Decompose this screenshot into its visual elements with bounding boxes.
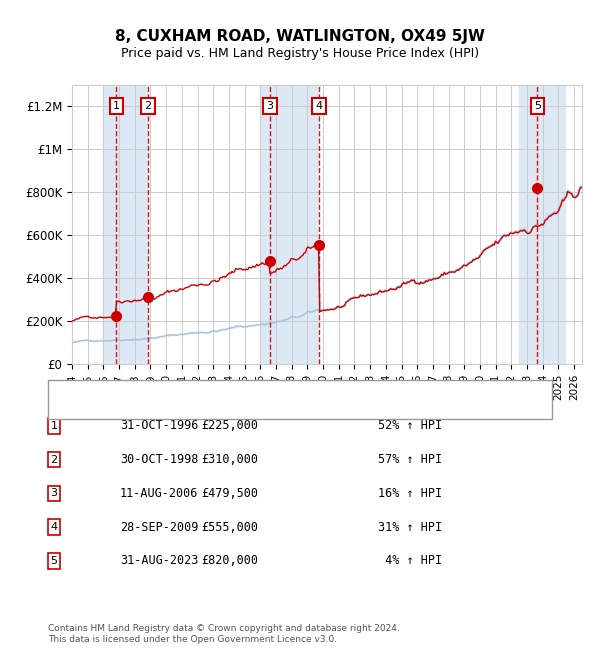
Text: 3: 3: [266, 101, 274, 111]
Text: 4: 4: [50, 522, 58, 532]
Text: 5: 5: [50, 556, 58, 566]
Text: HPI: Average price, detached house, South Oxfordshire: HPI: Average price, detached house, Sout…: [102, 404, 389, 413]
Text: 31-AUG-2023: 31-AUG-2023: [120, 554, 199, 567]
Text: £225,000: £225,000: [201, 419, 258, 432]
Text: £555,000: £555,000: [201, 521, 258, 534]
Bar: [260, 84, 319, 364]
Text: 52% ↑ HPI: 52% ↑ HPI: [378, 419, 442, 432]
Text: 2: 2: [50, 454, 58, 465]
Text: 4: 4: [316, 101, 323, 111]
Text: 4% ↑ HPI: 4% ↑ HPI: [378, 554, 442, 567]
Text: £820,000: £820,000: [201, 554, 258, 567]
Text: 57% ↑ HPI: 57% ↑ HPI: [378, 453, 442, 466]
Bar: [519, 84, 566, 364]
Text: 5: 5: [534, 101, 541, 111]
Text: £479,500: £479,500: [201, 487, 258, 500]
Text: 31% ↑ HPI: 31% ↑ HPI: [378, 521, 442, 534]
Bar: [103, 84, 148, 364]
Text: £310,000: £310,000: [201, 453, 258, 466]
Text: 16% ↑ HPI: 16% ↑ HPI: [378, 487, 442, 500]
Text: 30-OCT-1998: 30-OCT-1998: [120, 453, 199, 466]
Text: 1: 1: [113, 101, 120, 111]
Text: Contains HM Land Registry data © Crown copyright and database right 2024.
This d: Contains HM Land Registry data © Crown c…: [48, 624, 400, 644]
Text: 2: 2: [144, 101, 151, 111]
Text: Price paid vs. HM Land Registry's House Price Index (HPI): Price paid vs. HM Land Registry's House …: [121, 47, 479, 60]
Text: 8, CUXHAM ROAD, WATLINGTON, OX49 5JW (detached house): 8, CUXHAM ROAD, WATLINGTON, OX49 5JW (de…: [102, 386, 422, 396]
Text: 11-AUG-2006: 11-AUG-2006: [120, 487, 199, 500]
Text: 31-OCT-1996: 31-OCT-1996: [120, 419, 199, 432]
Text: 8, CUXHAM ROAD, WATLINGTON, OX49 5JW: 8, CUXHAM ROAD, WATLINGTON, OX49 5JW: [115, 29, 485, 44]
Text: 1: 1: [50, 421, 58, 431]
Text: 3: 3: [50, 488, 58, 499]
Text: 28-SEP-2009: 28-SEP-2009: [120, 521, 199, 534]
